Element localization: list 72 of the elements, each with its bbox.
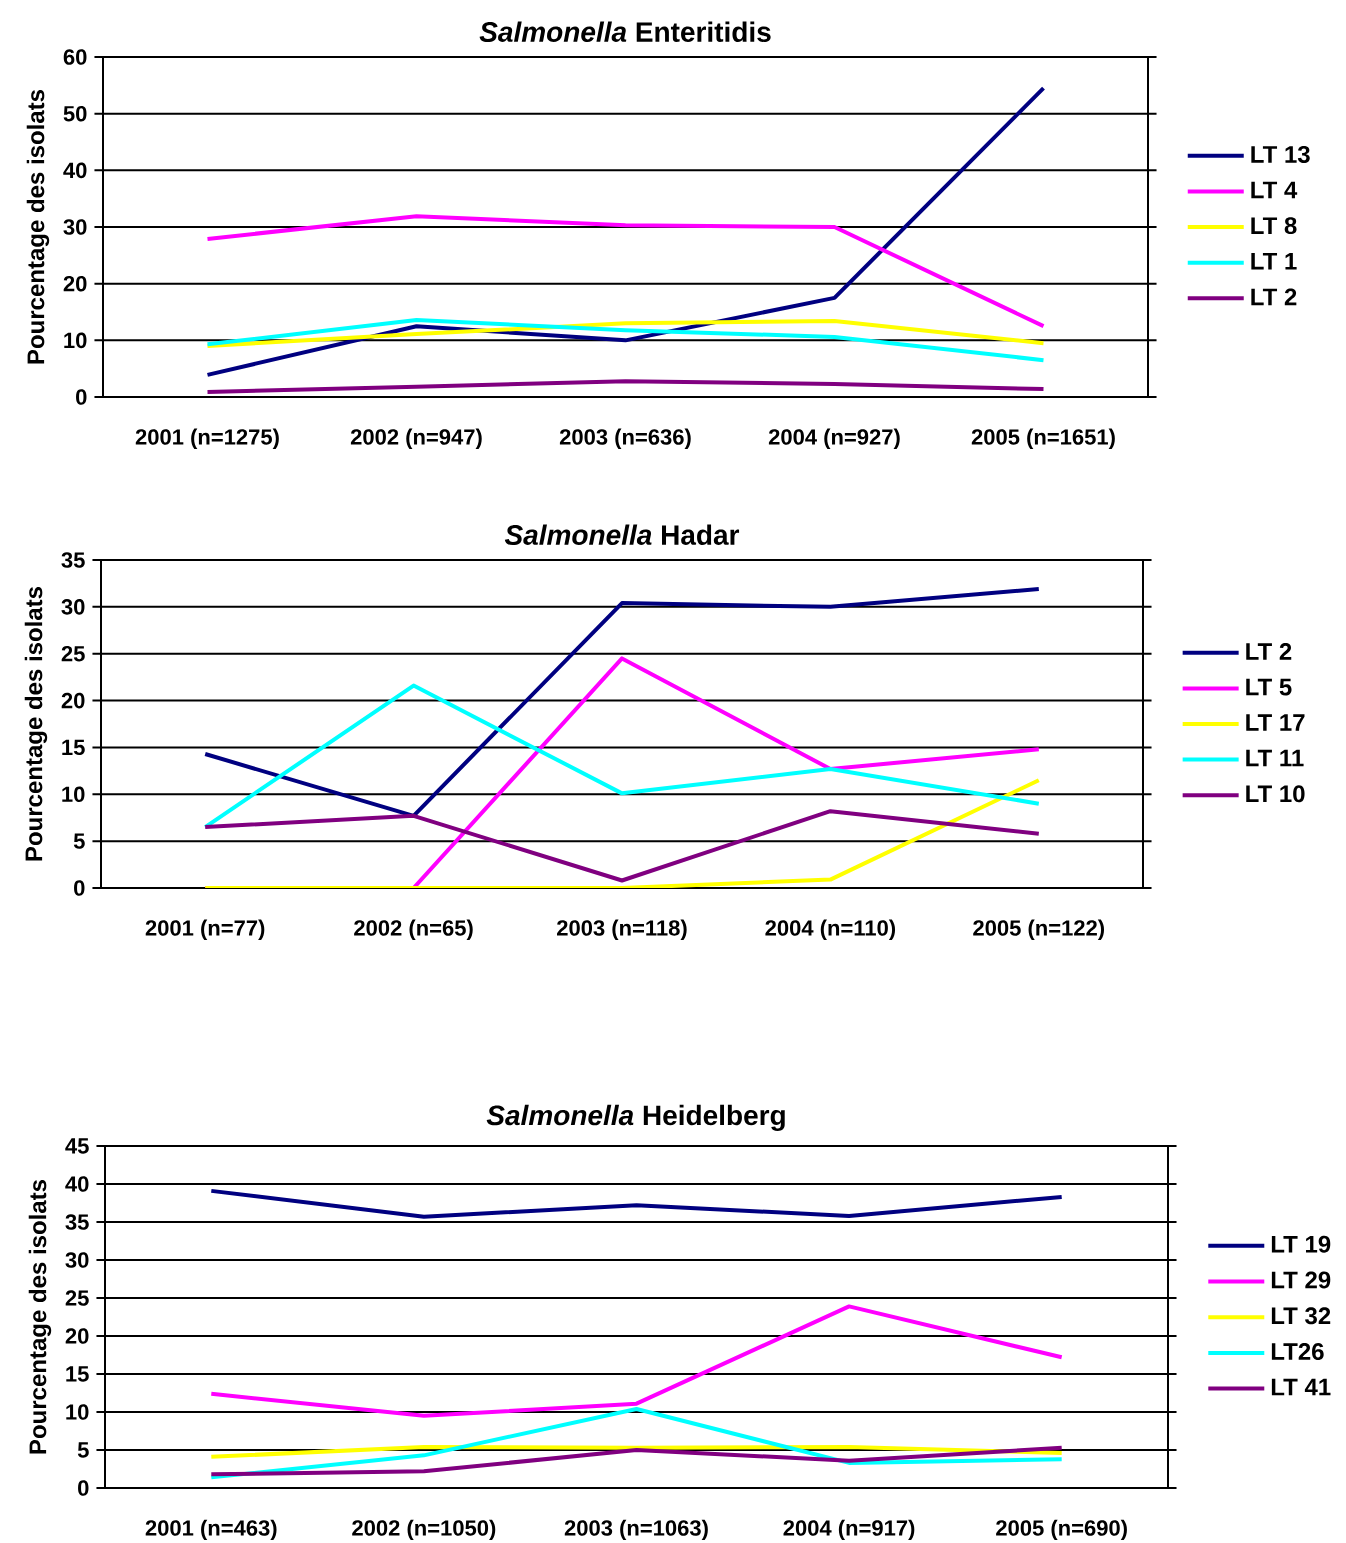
y-tick-label: 5: [73, 833, 85, 849]
x-tick-label: 2004 (n=927): [768, 428, 900, 450]
y-tick-label: 35: [65, 1214, 89, 1230]
x-tick-label: 2005 (n=1651): [971, 428, 1115, 450]
line-series: [209, 1444, 1064, 1459]
legend-label: LT 13: [1251, 145, 1310, 163]
legend-label: LT 2: [1251, 288, 1297, 306]
legend-label: LT 29: [1271, 1271, 1331, 1289]
legend-label: LT 2: [1246, 643, 1292, 660]
line-series: [209, 1188, 1064, 1219]
chart-title: Salmonella Heidelberg: [486, 1104, 785, 1131]
line-series: [209, 1304, 1064, 1418]
y-axis-title: Pourcentage des isolats: [28, 1179, 52, 1454]
y-tick-label: 0: [76, 389, 87, 405]
legend-label: LT 41: [1271, 1378, 1331, 1396]
x-tick-label: 2003 (n=636): [559, 428, 691, 450]
y-tick-label: 25: [61, 645, 85, 662]
y-tick-label: 15: [62, 739, 85, 756]
y-tick-label: 10: [64, 332, 87, 349]
line-series: [205, 317, 1046, 363]
y-tick-label: 25: [65, 1290, 89, 1306]
x-tick-label: 2001 (n=1275): [135, 428, 279, 450]
x-tick-label: 2002 (n=1050): [352, 1519, 496, 1541]
y-tick-label: 30: [61, 599, 85, 615]
line-series: [205, 379, 1046, 394]
y-tick-label: 35: [61, 552, 85, 568]
y-tick-label: 30: [63, 219, 87, 235]
line-series: [205, 214, 1046, 329]
y-tick-label: 0: [78, 1480, 89, 1496]
x-tick-label: 2003 (n=118): [557, 919, 687, 941]
legend-label: LT 5: [1246, 678, 1292, 696]
line-series: [203, 809, 1041, 883]
y-tick-label: 0: [74, 880, 85, 896]
line-series: [203, 587, 1041, 818]
y-tick-label: 10: [66, 1404, 89, 1420]
y-tick-label: 45: [65, 1138, 89, 1154]
x-tick-label: 2005 (n=690): [996, 1519, 1127, 1541]
y-tick-label: 20: [65, 1328, 89, 1344]
y-tick-label: 5: [77, 1442, 89, 1458]
legend-label: LT 17: [1246, 714, 1305, 731]
x-tick-label: 2003 (n=1063): [564, 1519, 708, 1541]
legend-label: LT 10: [1246, 785, 1305, 803]
y-tick-label: 50: [63, 105, 87, 122]
y-tick-label: 20: [61, 692, 85, 709]
line-series: [205, 319, 1046, 349]
x-tick-label: 2004 (n=110): [765, 919, 896, 941]
x-tick-label: 2002 (n=947): [350, 428, 482, 450]
y-tick-label: 40: [65, 1176, 89, 1192]
x-tick-label: 2005 (n=122): [973, 919, 1105, 941]
y-tick-label: 40: [63, 162, 87, 179]
line-series: [209, 1406, 1064, 1480]
y-tick-label: 30: [65, 1252, 89, 1268]
legend-label: LT 32: [1271, 1307, 1331, 1325]
legend-label: LT 19: [1271, 1235, 1331, 1253]
legend-label: LT26: [1271, 1343, 1324, 1360]
y-tick-label: 60: [63, 49, 87, 65]
x-tick-label: 2001 (n=77): [145, 919, 265, 941]
line-series: [209, 1445, 1064, 1477]
chart-title: Salmonella Enteritidis: [479, 21, 771, 42]
legend-label: LT 11: [1246, 749, 1304, 767]
y-tick-label: 20: [63, 275, 87, 292]
legend-label: LT 4: [1251, 181, 1298, 199]
x-tick-label: 2001 (n=463): [145, 1519, 277, 1541]
legend-label: LT 8: [1251, 217, 1297, 235]
y-tick-label: 15: [66, 1366, 89, 1382]
x-tick-label: 2004 (n=917): [783, 1519, 915, 1541]
y-tick-label: 10: [62, 786, 85, 803]
chart-title: Salmonella Hadar: [504, 524, 740, 545]
x-tick-label: 2002 (n=65): [354, 919, 473, 941]
y-axis-title: Pourcentage des isolats: [24, 586, 48, 861]
y-axis-title: Pourcentage des isolats: [26, 89, 50, 364]
legend-label: LT 1: [1251, 252, 1297, 270]
